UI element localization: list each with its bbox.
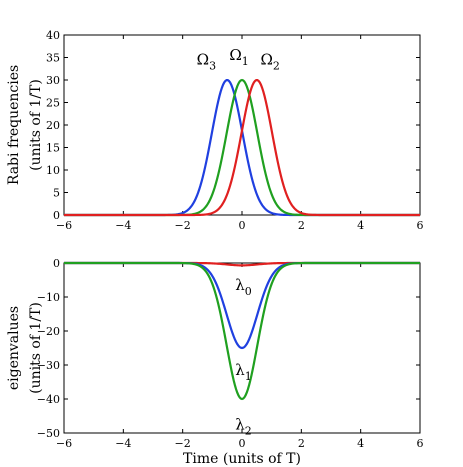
top-ytick-label: 40 xyxy=(46,29,60,42)
bottom-ylabel-line: (units of 1/T) xyxy=(28,302,44,394)
top-ytick-label: 10 xyxy=(46,164,60,177)
top-ytick-label: 0 xyxy=(53,209,60,222)
bottom-annotation: λ1 xyxy=(235,361,252,383)
bottom-xtick-label: −2 xyxy=(175,437,191,450)
bottom-series-line xyxy=(64,261,420,401)
bottom-xtick-label: 0 xyxy=(239,437,246,450)
top-ylabel-line: (units of 1/T) xyxy=(28,79,44,171)
top-series-line xyxy=(64,79,420,217)
bottom-xtick-label: −6 xyxy=(56,437,72,450)
top-xtick-label: 6 xyxy=(417,219,424,232)
top-ytick-label: 15 xyxy=(46,142,60,155)
bottom-ytick-label: −20 xyxy=(37,325,60,338)
bottom-xlabel: Time (units of T) xyxy=(183,451,301,467)
bottom-xtick-label: 6 xyxy=(417,437,424,450)
bottom-xtick-label: 4 xyxy=(357,437,364,450)
top-ytick-label: 5 xyxy=(53,187,60,200)
top-xtick-label: 4 xyxy=(357,219,364,232)
top-ylabel-line: Rabi frequencies xyxy=(6,65,22,185)
top-series-line xyxy=(64,79,420,217)
top-series-line xyxy=(64,78,420,217)
bottom-ylabel-line: eigenvalues xyxy=(6,306,22,390)
top-annotation: Ω3 xyxy=(197,50,216,72)
top-ytick-label: 30 xyxy=(46,74,60,87)
top-annotation: Ω1 xyxy=(229,46,248,68)
top-xtick-label: 2 xyxy=(298,219,305,232)
bottom-ytick-label: 0 xyxy=(53,257,60,270)
top-ytick-label: 35 xyxy=(46,52,60,65)
bottom-annotation: λ2 xyxy=(235,416,252,438)
bottom-ytick-label: −10 xyxy=(37,291,60,304)
top-ytick-label: 20 xyxy=(46,119,60,132)
bottom-ytick-label: −30 xyxy=(37,359,60,372)
bottom-xtick-label: 2 xyxy=(298,437,305,450)
bottom-ytick-label: −40 xyxy=(37,393,60,406)
top-xtick-label: −4 xyxy=(115,219,131,232)
top-xtick-label: −6 xyxy=(56,219,72,232)
top-annotation: Ω2 xyxy=(260,50,279,72)
bottom-annotation: λ0 xyxy=(235,276,252,298)
top-xtick-label: −2 xyxy=(175,219,191,232)
top-xtick-label: 0 xyxy=(239,219,246,232)
bottom-xtick-label: −4 xyxy=(115,437,131,450)
top-ytick-label: 25 xyxy=(46,97,60,110)
bottom-ytick-label: −50 xyxy=(37,427,60,440)
